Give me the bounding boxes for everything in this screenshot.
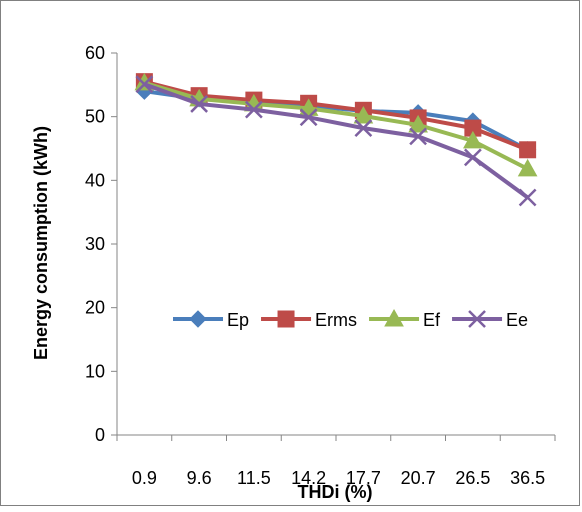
series-ee bbox=[135, 75, 537, 207]
legend-label: Ep bbox=[227, 310, 249, 330]
y-tick-label: 40 bbox=[85, 170, 105, 190]
x-tick-label: 14.2 bbox=[291, 468, 326, 488]
data-point bbox=[354, 119, 373, 138]
data-point bbox=[518, 188, 537, 207]
x-tick-label: 17.7 bbox=[346, 468, 381, 488]
series-layer bbox=[134, 72, 538, 207]
y-axis: 0 10 20 30 40 50 60 bbox=[85, 43, 118, 445]
y-tick-label: 10 bbox=[85, 361, 105, 381]
legend-label: Ee bbox=[506, 310, 528, 330]
legend-marker bbox=[189, 310, 207, 328]
x-tick-label: 9.6 bbox=[187, 468, 212, 488]
y-tick-label: 50 bbox=[85, 107, 105, 127]
x-axis-title: THDi (%) bbox=[298, 482, 373, 502]
data-point bbox=[353, 106, 374, 124]
x-tick-label: 36.5 bbox=[510, 468, 545, 488]
data-point bbox=[190, 95, 209, 113]
y-tick-label: 0 bbox=[95, 425, 105, 445]
y-tick-label: 60 bbox=[85, 43, 105, 63]
legend-item: Ee bbox=[452, 310, 528, 330]
x-tick-label: 26.5 bbox=[455, 468, 490, 488]
data-point bbox=[299, 108, 318, 127]
legend-label: Ef bbox=[423, 310, 441, 330]
data-point bbox=[408, 114, 428, 133]
legend: Ep Erms Ef Ee bbox=[173, 308, 528, 330]
legend-item: Erms bbox=[261, 310, 357, 330]
legend-marker bbox=[277, 310, 295, 328]
x-tick-label: 0.9 bbox=[132, 468, 157, 488]
data-point bbox=[244, 100, 263, 119]
series-ef bbox=[134, 72, 538, 177]
data-point bbox=[409, 127, 428, 146]
y-tick-label: 30 bbox=[85, 234, 105, 254]
x-tick-label: 20.7 bbox=[401, 468, 436, 488]
legend-marker bbox=[384, 308, 404, 327]
y-axis-title: Energy consumption (kWh) bbox=[31, 126, 51, 360]
series-line bbox=[143, 81, 529, 171]
legend-marker bbox=[468, 310, 486, 328]
series-line bbox=[143, 79, 529, 152]
x-axis: 0.9 9.6 11.5 14.2 17.7 20.7 26.5 36.5 bbox=[116, 434, 556, 488]
data-point bbox=[463, 130, 483, 149]
data-point bbox=[517, 158, 538, 177]
data-point bbox=[463, 148, 482, 167]
x-tick-label: 11.5 bbox=[237, 468, 271, 488]
legend-item: Ep bbox=[173, 310, 249, 330]
data-point bbox=[519, 141, 537, 159]
series-line bbox=[143, 82, 529, 200]
legend-item: Ef bbox=[369, 308, 441, 330]
y-tick-label: 20 bbox=[85, 298, 105, 318]
legend-label: Erms bbox=[315, 310, 357, 330]
data-point bbox=[135, 75, 154, 94]
